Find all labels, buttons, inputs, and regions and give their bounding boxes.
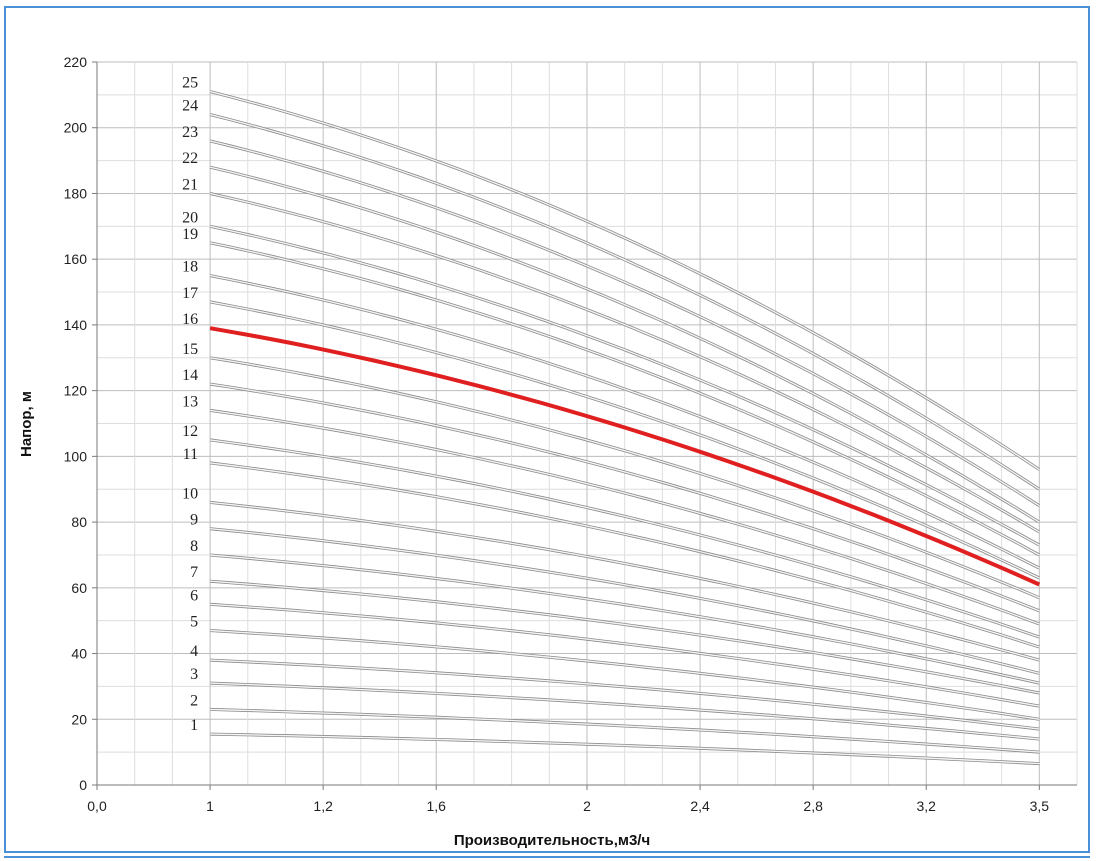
y-tick-label: 0: [79, 777, 87, 793]
series-curve-16-highlight: [209, 326, 1041, 587]
series-curve-21: [209, 192, 1040, 533]
series-label-7: 7: [190, 564, 198, 581]
bottom-divider: [4, 856, 1090, 858]
series-label-10: 10: [182, 485, 198, 502]
series-label-8: 8: [190, 538, 198, 555]
series-curve-19: [209, 242, 1040, 556]
series-curve-2: [210, 708, 1040, 753]
series-label-21: 21: [182, 176, 198, 193]
series-label-17: 17: [182, 285, 198, 302]
x-tick-label: 2: [583, 798, 591, 814]
series-curve-5: [210, 629, 1040, 720]
series-label-14: 14: [182, 367, 198, 384]
series-label-18: 18: [182, 259, 198, 276]
series-curve-3: [210, 682, 1040, 740]
series-labels: 1234567891011121314151617181920212223242…: [182, 75, 198, 734]
y-tick-label: 60: [71, 580, 87, 596]
series-curve-22: [209, 166, 1040, 523]
x-tick-label: 2,8: [803, 798, 823, 814]
y-tick-label: 180: [64, 185, 88, 201]
series-label-20: 20: [182, 209, 198, 226]
series-curve-20: [209, 225, 1040, 546]
series-curve-13: [209, 409, 1040, 625]
series-curves: [209, 90, 1041, 766]
series-label-3: 3: [190, 666, 198, 683]
grid-lines: [97, 61, 1078, 785]
series-curve-4: [210, 659, 1040, 730]
series-label-22: 22: [182, 150, 198, 167]
series-label-19: 19: [182, 226, 198, 243]
series-label-12: 12: [182, 423, 198, 440]
y-tick-label: 200: [64, 120, 88, 136]
y-tick-label: 220: [64, 54, 88, 70]
series-label-11: 11: [183, 446, 198, 463]
x-tick-label: 0,0: [87, 798, 107, 814]
x-tick-label: 2,4: [690, 798, 710, 814]
y-tick-label: 100: [64, 448, 88, 464]
series-label-5: 5: [190, 614, 198, 631]
series-curve-25: [209, 90, 1040, 471]
series-curve-11: [210, 462, 1040, 648]
x-tick-label: 3,5: [1030, 798, 1050, 814]
y-tick-label: 140: [64, 317, 88, 333]
series-label-6: 6: [190, 587, 198, 604]
x-tick-label: 1,2: [313, 798, 333, 814]
series-curve-6: [210, 603, 1040, 707]
series-curve-24: [209, 113, 1040, 490]
series-curve-10: [210, 501, 1040, 661]
series-label-25: 25: [182, 75, 198, 92]
series-curve-7: [210, 580, 1040, 694]
chart-frame: [4, 6, 1090, 853]
x-tick-label: 1: [206, 798, 214, 814]
series-label-16: 16: [182, 311, 198, 328]
y-tick-label: 20: [71, 711, 87, 727]
y-tick-label: 120: [64, 383, 88, 399]
series-curve-15: [209, 357, 1040, 599]
series-label-4: 4: [190, 643, 198, 660]
y-tick-label: 80: [71, 514, 87, 530]
y-axis-title: Напор, м: [18, 391, 35, 457]
series-curve-17: [209, 301, 1040, 579]
series-label-1: 1: [190, 717, 198, 734]
axes: [92, 61, 1077, 790]
series-curve-14: [209, 383, 1040, 612]
series-curve-9: [210, 528, 1040, 674]
series-curve-23: [209, 140, 1040, 507]
series-label-9: 9: [190, 512, 198, 529]
series-curve-8: [210, 554, 1040, 684]
y-tick-label: 160: [64, 251, 88, 267]
series-label-2: 2: [190, 692, 198, 709]
y-tick-label: 40: [71, 646, 87, 662]
x-tick-label: 3,2: [916, 798, 936, 814]
series-curve-18: [209, 274, 1040, 569]
series-label-24: 24: [182, 98, 198, 115]
x-tick-label: 1,6: [426, 798, 446, 814]
series-label-23: 23: [182, 124, 198, 141]
series-curve-1: [210, 733, 1040, 765]
series-curve-12: [210, 439, 1040, 638]
x-axis-title: Производительность,м3/ч: [454, 832, 650, 849]
series-label-13: 13: [182, 393, 198, 410]
series-label-15: 15: [182, 341, 198, 358]
